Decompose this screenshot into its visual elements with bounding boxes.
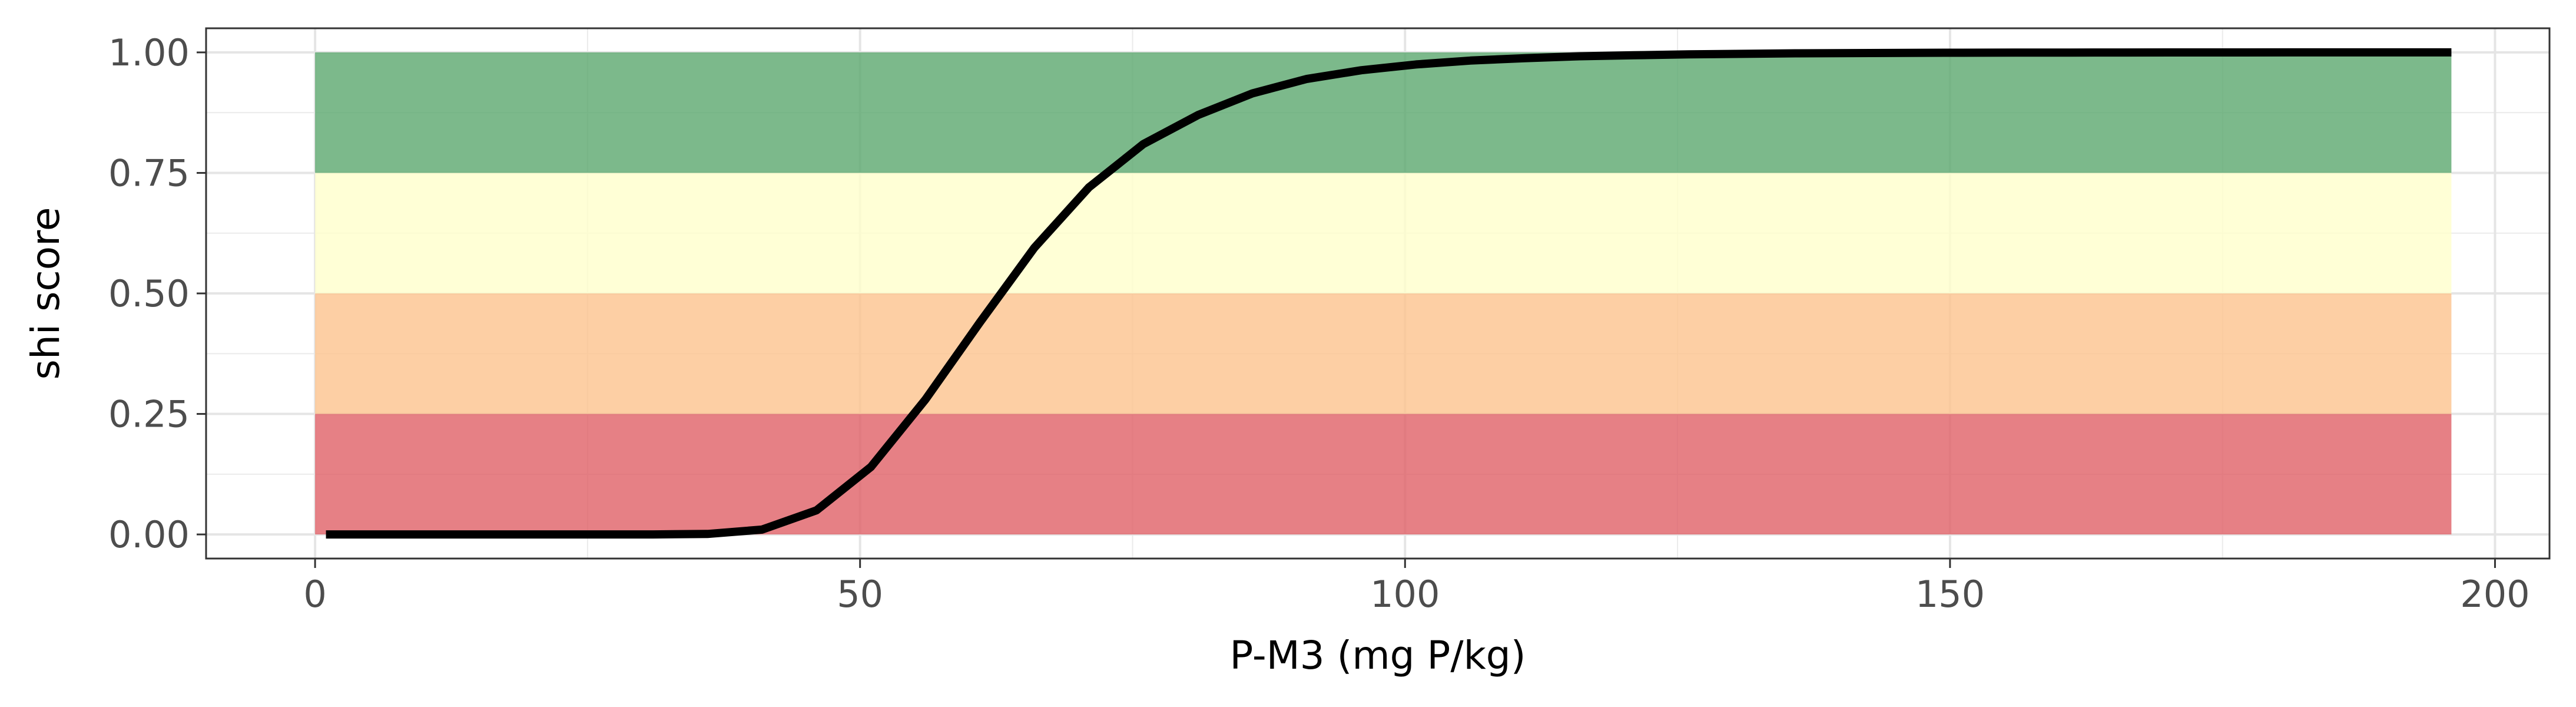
score-bands — [315, 52, 2452, 535]
score-band-1 — [315, 414, 2452, 535]
score-band-4 — [315, 52, 2452, 173]
y-tick-label: 0.50 — [108, 272, 190, 315]
y-axis-title: shi score — [23, 207, 68, 380]
x-tick-label: 50 — [837, 573, 883, 616]
y-tick-label: 0.00 — [108, 513, 190, 556]
x-tick-label: 200 — [2460, 573, 2529, 616]
x-tick-label: 100 — [1370, 573, 1440, 616]
y-tick-label: 1.00 — [108, 31, 190, 74]
series-line-1 — [326, 48, 2452, 539]
x-tick-label: 0 — [303, 573, 326, 616]
score-band-2 — [315, 293, 2452, 414]
series-layer — [326, 48, 2452, 539]
axes: 0 50 100 150 200 0.00 0.25 0.50 0.75 1.00 — [108, 31, 2530, 616]
y-tick-label: 0.75 — [108, 151, 190, 194]
y-tick-label: 0.25 — [108, 393, 190, 436]
score-band-3 — [315, 173, 2452, 293]
x-axis-title: P-M3 (mg P/kg) — [1230, 633, 1526, 678]
x-tick-label: 150 — [1915, 573, 1985, 616]
